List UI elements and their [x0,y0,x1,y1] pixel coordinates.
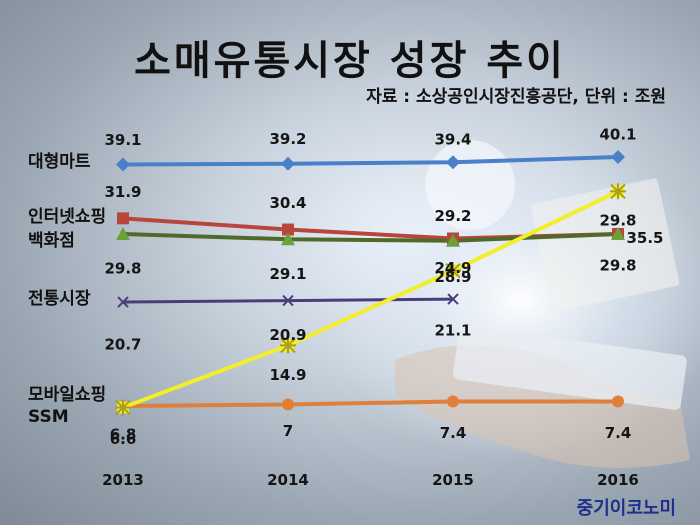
series-label-traditional-market: 전통시장 [28,289,91,309]
data-label-0-0: 39.1 [104,131,141,149]
data-label-4-3: 7.4 [605,424,632,442]
series-line-4 [122,399,618,408]
marker-1-1 [281,232,295,246]
marker-5-2 [445,262,461,279]
data-labels: 39.1 39.2 39.4 40.1 31.9 30.4 29.2 29.8 29.8 29.1… [104,126,663,448]
series-lines [122,155,619,410]
publisher-logo: 중기이코노미 [576,498,676,519]
x-tick-label-0: 2013 [102,471,144,489]
data-label-2-2: 29.2 [434,207,471,225]
data-label-0-2: 39.4 [434,131,471,149]
marker-4-3 [612,395,624,408]
data-label-5-2: 24.9 [434,259,471,277]
series-line-1 [122,232,619,243]
series-label-hypermarket: 대형마트 [28,152,91,172]
x-tick-label-2: 2015 [432,471,474,489]
data-label-5-1: 14.9 [269,366,306,384]
marker-3-0 [117,296,129,308]
series-label-mobile-shopping: 모바일쇼핑 [28,385,107,405]
marker-2-1 [282,223,294,236]
data-label-2-1: 30.4 [269,194,306,212]
x-tick-label-1: 2014 [267,471,309,489]
data-label-1-1: 29.1 [269,265,306,283]
tablet-shape [452,325,687,410]
marker-0-3 [611,150,625,164]
source-note: 자료 : 소상공인시장진흥공단, 단위 : 조원 [366,87,666,107]
series-markers [115,150,626,416]
marker-5-3 [610,183,626,200]
data-label-2-3: 29.8 [599,212,636,230]
data-label-4-2: 7.4 [440,424,467,442]
marker-3-2 [447,293,459,305]
data-label-1-3: 29.8 [599,257,636,275]
marker-4-1 [282,398,294,411]
marker-5-1 [280,337,296,354]
series-line-5 [122,189,619,410]
series-label-ssm: SSM [28,407,69,427]
data-label-1-2: 28.9 [434,268,471,286]
marker-1-2 [446,233,460,247]
series-line-0 [122,155,619,167]
marker-1-0 [116,227,130,241]
data-label-5-0: 6.6 [110,430,137,448]
laptop-shape [530,178,680,312]
marker-0-1 [281,156,295,171]
chart-title: 소매유통시장 성장 추이 [134,38,566,84]
data-label-3-0: 20.7 [104,336,141,354]
data-label-0-3: 40.1 [599,126,636,144]
data-label-4-0: 6.8 [110,426,137,444]
x-tick-label-3: 2016 [597,471,639,489]
marker-0-2 [446,155,460,170]
marker-1-3 [611,227,625,241]
data-label-3-1: 20.9 [269,326,306,344]
marker-5-0 [115,399,131,416]
x-axis-ticks: 2013 2014 2015 2016 [102,471,639,489]
marker-0-0 [116,157,130,172]
data-label-3-2: 21.1 [434,322,471,340]
data-label-0-1: 39.2 [269,130,306,148]
marker-4-2 [447,395,459,408]
marker-3-1 [282,294,294,307]
series-label-department-store: 백화점 [28,231,75,251]
data-label-1-0: 29.8 [104,260,141,278]
series-label-internet-shopping: 인터넷쇼핑 [28,207,107,227]
data-label-2-0: 31.9 [104,183,141,201]
data-label-4-1: 7 [283,422,293,440]
marker-2-0 [117,212,129,225]
data-label-5-3: 35.5 [626,229,663,247]
